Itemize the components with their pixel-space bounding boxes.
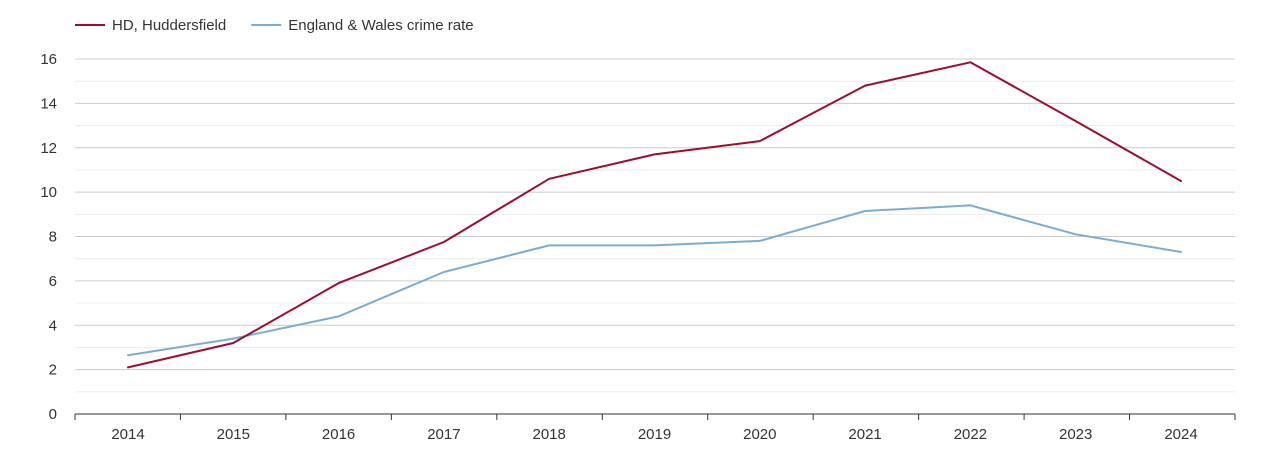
legend-item: England & Wales crime rate [251,17,474,34]
grid-lines [75,58,1235,393]
x-tick-label: 2017 [427,426,460,443]
y-tick-label: 12 [40,140,57,157]
x-tick-label: 2024 [1164,426,1197,443]
y-axis: 0 2 4 6 8 10 12 14 16 [40,51,57,423]
series-line [127,204,1182,357]
x-tick-label: 2022 [954,426,987,443]
legend-label: England & Wales crime rate [288,17,473,34]
x-tick-label: 2021 [848,426,881,443]
x-tick-label: 2023 [1059,426,1092,443]
x-tick-label: 2020 [743,426,776,443]
legend: HD, Huddersfield England & Wales crime ra… [75,17,474,34]
x-tick-label: 2015 [217,426,250,443]
y-tick-label: 6 [49,273,57,290]
y-tick-label: 10 [40,184,57,201]
y-tick-label: 14 [40,95,57,112]
x-axis: 2014 2015 2016 2017 2018 2019 2020 2021 2022 2023… [74,413,1236,443]
y-tick-label: 8 [49,229,57,246]
x-tick-label: 2014 [111,426,144,443]
x-tick-label: 2018 [533,426,566,443]
legend-item: HD, Huddersfield [75,17,226,34]
y-tick-label: 16 [40,51,57,68]
series-group [127,61,1182,369]
series-line [127,61,1182,369]
y-tick-label: 4 [49,317,57,334]
y-tick-label: 2 [49,362,57,379]
x-tick-label: 2019 [638,426,671,443]
x-tick-label: 2016 [322,426,355,443]
y-tick-label: 0 [49,406,57,423]
legend-label: HD, Huddersfield [112,17,226,34]
